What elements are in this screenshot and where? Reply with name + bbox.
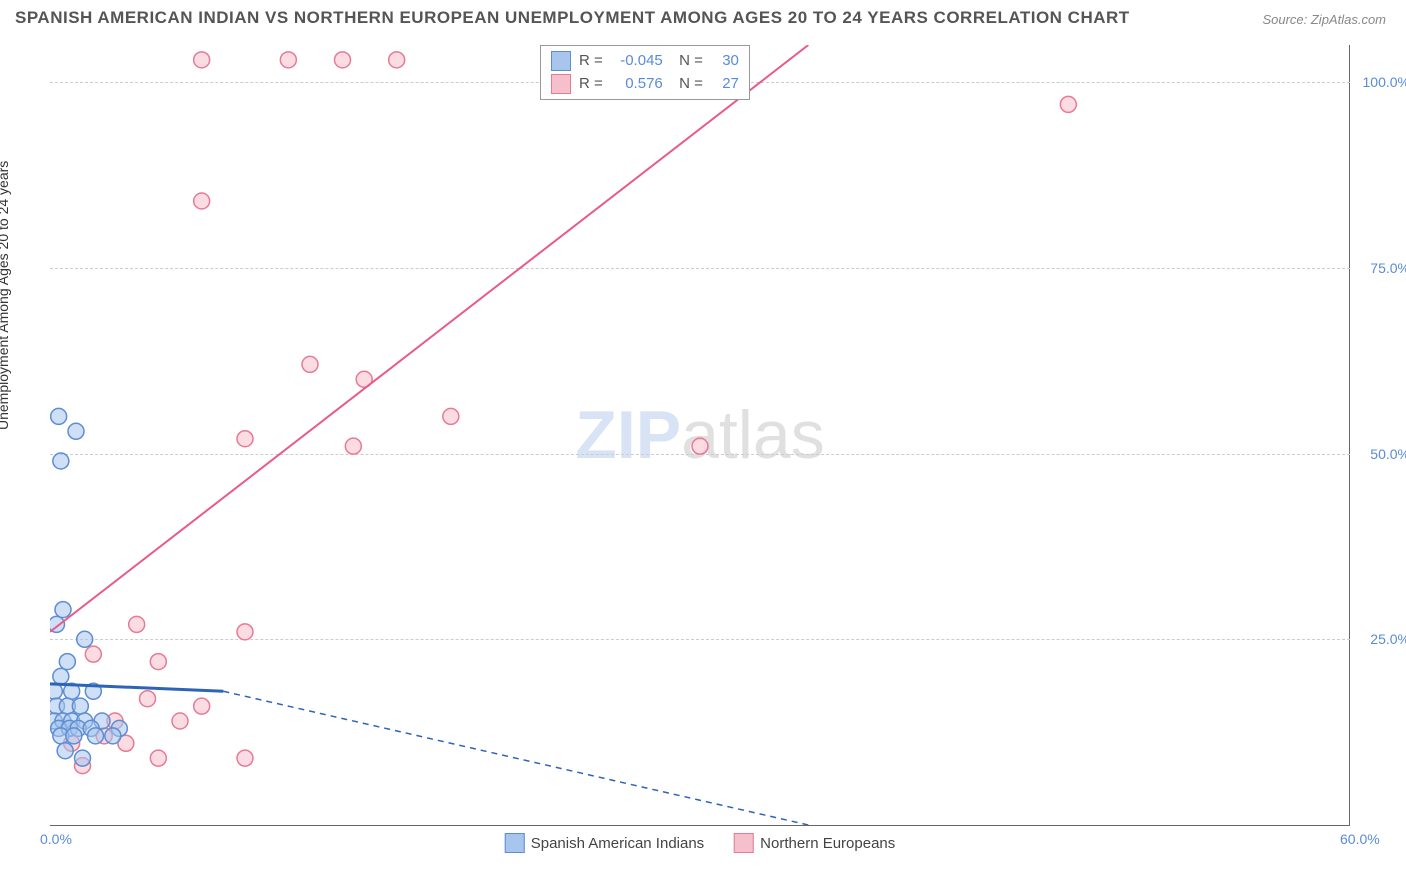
data-point — [96, 728, 112, 744]
legend-swatch — [551, 74, 571, 94]
data-point — [140, 691, 156, 707]
data-point — [75, 758, 91, 774]
watermark: ZIPatlas — [575, 396, 824, 474]
stat-n-value: 27 — [711, 73, 739, 96]
gridline — [50, 639, 1350, 640]
data-point — [64, 735, 80, 751]
legend-swatch — [551, 51, 571, 71]
data-point — [53, 453, 69, 469]
stat-r-value: -0.045 — [611, 50, 663, 73]
data-point — [51, 720, 67, 736]
data-point — [237, 624, 253, 640]
data-point — [85, 683, 101, 699]
y-axis-line — [1349, 45, 1350, 825]
y-tick-label: 100.0% — [1363, 74, 1406, 90]
legend-swatch — [734, 833, 754, 853]
y-tick-label: 25.0% — [1370, 631, 1406, 647]
data-point — [150, 750, 166, 766]
plot-area: ZIPatlas 25.0%50.0%75.0%100.0% R = -0.04… — [50, 45, 1350, 826]
stat-r-label: R = — [579, 50, 603, 73]
x-tick-label: 0.0% — [40, 831, 72, 847]
data-point — [68, 423, 84, 439]
data-point — [83, 720, 99, 736]
data-point — [55, 602, 71, 618]
legend-stats-row: R = -0.045 N = 30 — [551, 50, 739, 73]
data-point — [172, 713, 188, 729]
data-point — [194, 698, 210, 714]
data-point — [150, 654, 166, 670]
data-point — [59, 698, 75, 714]
stat-n-label: N = — [671, 73, 703, 96]
x-tick-label: 60.0% — [1340, 831, 1380, 847]
data-point — [57, 743, 73, 759]
chart-title: SPANISH AMERICAN INDIAN VS NORTHERN EURO… — [15, 8, 1130, 28]
data-point — [107, 713, 123, 729]
legend-stats-box: R = -0.045 N = 30 R = 0.576 N = 27 — [540, 45, 750, 100]
data-point — [194, 193, 210, 209]
data-point — [62, 720, 78, 736]
chart-container: SPANISH AMERICAN INDIAN VS NORTHERN EURO… — [0, 0, 1406, 892]
y-axis-label: Unemployment Among Ages 20 to 24 years — [0, 161, 11, 430]
y-tick-label: 75.0% — [1370, 260, 1406, 276]
data-point — [118, 735, 134, 751]
data-point — [194, 52, 210, 68]
data-point — [280, 52, 296, 68]
data-point — [64, 713, 80, 729]
stat-r-label: R = — [579, 73, 603, 96]
gridline — [50, 268, 1350, 269]
data-point — [55, 713, 71, 729]
data-point — [50, 713, 62, 729]
data-point — [59, 654, 75, 670]
data-point — [356, 371, 372, 387]
data-point — [237, 431, 253, 447]
watermark-atlas: atlas — [681, 397, 825, 473]
data-point — [53, 728, 69, 744]
trendline-dashed — [223, 691, 808, 825]
data-point — [50, 698, 65, 714]
data-point — [111, 720, 127, 736]
trendline — [50, 45, 808, 632]
data-point — [335, 52, 351, 68]
legend-item: Northern Europeans — [734, 833, 895, 853]
bottom-legend: Spanish American Indians Northern Europe… — [505, 833, 896, 853]
data-point — [70, 720, 86, 736]
data-point — [345, 438, 361, 454]
data-point — [75, 750, 91, 766]
legend-label: Spanish American Indians — [531, 835, 704, 852]
data-point — [50, 616, 65, 632]
data-point — [94, 713, 110, 729]
data-point — [53, 668, 69, 684]
source-label: Source: ZipAtlas.com — [1262, 12, 1386, 27]
scatter-svg — [50, 45, 1350, 825]
data-point — [64, 683, 80, 699]
stat-n-value: 30 — [711, 50, 739, 73]
gridline — [50, 454, 1350, 455]
data-point — [77, 713, 93, 729]
data-point — [692, 438, 708, 454]
data-point — [51, 408, 67, 424]
legend-stats-row: R = 0.576 N = 27 — [551, 73, 739, 96]
data-point — [1060, 96, 1076, 112]
watermark-zip: ZIP — [575, 397, 681, 473]
data-point — [66, 728, 82, 744]
stat-r-value: 0.576 — [611, 73, 663, 96]
data-point — [105, 728, 121, 744]
data-point — [72, 698, 88, 714]
data-point — [129, 616, 145, 632]
data-point — [85, 646, 101, 662]
y-tick-label: 50.0% — [1370, 446, 1406, 462]
legend-item: Spanish American Indians — [505, 833, 704, 853]
data-point — [237, 750, 253, 766]
data-point — [50, 683, 62, 699]
trendline — [50, 684, 223, 691]
data-point — [443, 408, 459, 424]
stat-n-label: N = — [671, 50, 703, 73]
data-point — [88, 728, 104, 744]
data-point — [389, 52, 405, 68]
legend-label: Northern Europeans — [760, 835, 895, 852]
legend-swatch — [505, 833, 525, 853]
data-point — [302, 356, 318, 372]
